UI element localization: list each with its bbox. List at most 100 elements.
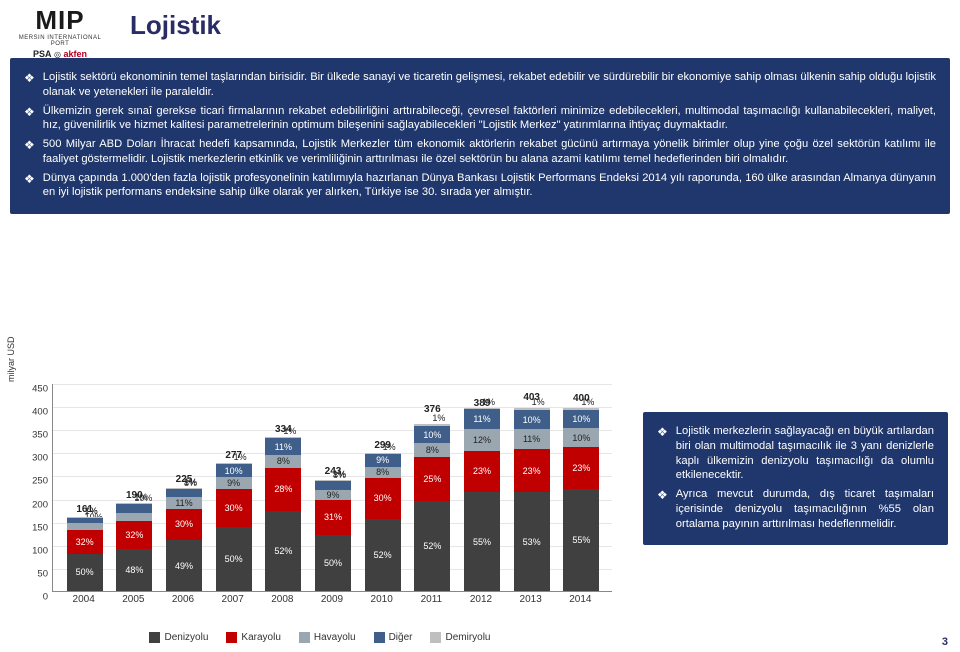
chart-ytick: 300: [30, 453, 48, 464]
bullet-text: Dünya çapında 1.000'den fazla lojistik p…: [43, 171, 936, 201]
chart-segment-hava: 10%: [67, 523, 103, 530]
chart-segment-label: 55%: [464, 538, 500, 547]
chart-segment-label: 8%: [365, 468, 401, 477]
main-text-box: ❖ Lojistik sektörü ekonominin temel taşla…: [10, 58, 950, 214]
chart-segment-label: 9%: [216, 479, 252, 488]
chart-xtick: 2010: [371, 594, 393, 605]
legend-swatch: [374, 632, 385, 643]
bullet-icon: ❖: [24, 105, 35, 121]
chart-segment-label: 32%: [67, 538, 103, 547]
chart-segment-label: 52%: [265, 547, 301, 556]
legend-label: Demiryolu: [445, 632, 490, 643]
chart-ytick: 0: [30, 592, 48, 603]
chart-legend: DenizyoluKarayoluHavayoluDiğerDemiryolu: [10, 632, 630, 643]
chart-segment-label: 53%: [514, 538, 550, 547]
chart-total-label: 400: [563, 393, 599, 404]
chart-xtick: 2011: [421, 594, 443, 605]
chart-segment-kara: 23%: [514, 449, 550, 492]
main-bullet: ❖500 Milyar ABD Doları İhracat hedefi ka…: [24, 137, 936, 167]
chart-segment-diger: 10%: [414, 426, 450, 443]
legend-label: Diğer: [389, 632, 413, 643]
chart-segment-kara: 25%: [414, 457, 450, 500]
chart-segment-diger: 11%: [464, 409, 500, 429]
chart-segment-hava: 9%: [116, 513, 152, 521]
chart-total-label: 389: [464, 398, 500, 409]
legend-label: Denizyolu: [164, 632, 208, 643]
legend-swatch: [226, 632, 237, 643]
chart-segment-kara: 30%: [216, 489, 252, 527]
chart-total-label: 225: [166, 474, 202, 485]
chart-segment-label: 48%: [116, 566, 152, 575]
page-title: Lojistik: [130, 10, 221, 41]
legend-label: Karayolu: [241, 632, 280, 643]
chart-total-label: 334: [265, 424, 301, 435]
brand-logo: MIP MERSIN INTERNATIONAL PORT PSA ◎ akfe…: [10, 6, 110, 60]
chart-segment-label: 32%: [116, 531, 152, 540]
chart-segment-hava: 9%: [315, 490, 351, 500]
chart-xtick: 2007: [222, 594, 244, 605]
legend-item-deniz: Denizyolu: [149, 632, 208, 643]
bullet-text: 500 Milyar ABD Doları İhracat hedefi kap…: [43, 137, 936, 167]
chart-ytick: 400: [30, 407, 48, 418]
chart-segment-label: 31%: [315, 513, 351, 522]
chart-segment-label: 11%: [265, 443, 301, 452]
page-number: 3: [942, 636, 948, 648]
bullet-icon: ❖: [24, 71, 35, 87]
chart-total-label: 403: [514, 392, 550, 403]
bullet-text: Lojistik sektörü ekonominin temel taşlar…: [43, 70, 936, 100]
chart-xtick: 2012: [470, 594, 492, 605]
main-bullet: ❖ Lojistik sektörü ekonominin temel taşla…: [24, 70, 936, 100]
chart-segment-label: 10%: [514, 416, 550, 425]
chart-segment-label: 10%: [216, 467, 252, 476]
chart-segment-diger: 7%: [67, 517, 103, 522]
chart-segment-label: 30%: [216, 504, 252, 513]
chart-segment-label: 30%: [166, 520, 202, 529]
legend-swatch: [430, 632, 441, 643]
chart-segment-kara: 32%: [67, 530, 103, 554]
logo-main: MIP: [10, 6, 110, 35]
chart-segment-label: 25%: [414, 475, 450, 484]
chart-segment-label: 11%: [464, 415, 500, 424]
chart-segment-deniz: 50%: [315, 535, 351, 591]
chart-segment-deniz: 55%: [563, 489, 599, 591]
bullet-icon: ❖: [24, 172, 35, 188]
chart-segment-label: 49%: [166, 562, 202, 571]
legend-item-diger: Diğer: [374, 632, 413, 643]
chart-segment-label: 52%: [365, 551, 401, 560]
legend-item-demir: Demiryolu: [430, 632, 490, 643]
chart-segment-demir: 1%: [67, 517, 103, 518]
main-bullet: ❖ Dünya çapında 1.000'den fazla lojistik …: [24, 171, 936, 201]
chart-segment-deniz: 50%: [216, 527, 252, 591]
chart-segment-hava: 8%: [265, 455, 301, 467]
chart-segment-hava: 12%: [464, 429, 500, 451]
chart-segment-deniz: 49%: [166, 540, 202, 591]
chart-xtick: 2006: [172, 594, 194, 605]
chart-segment-kara: 31%: [315, 500, 351, 535]
chart-ylabel: milyar USD: [6, 336, 16, 382]
chart-segment-label: 10%: [563, 415, 599, 424]
chart-segment-diger: 10%: [116, 504, 152, 513]
chart-xtick: 2014: [569, 594, 591, 605]
bullet-icon: ❖: [657, 488, 668, 504]
chart-ytick: 350: [30, 430, 48, 441]
chart-xtick: 2009: [321, 594, 343, 605]
chart-segment-kara: 30%: [166, 509, 202, 540]
chart-segment-label: 23%: [464, 467, 500, 476]
chart-plot: 50%32%10%7%1%16148%32%9%10%1%19049%30%11…: [52, 384, 612, 592]
chart-segment-kara: 32%: [116, 521, 152, 549]
chart-total-label: 376: [414, 404, 450, 415]
chart-ytick: 250: [30, 476, 48, 487]
chart-segment-diger: 8%: [315, 481, 351, 490]
chart-segment-label: 10%: [414, 431, 450, 440]
chart-xtick: 2005: [122, 594, 144, 605]
chart-segment-hava: 11%: [166, 497, 202, 508]
side-text-box: ❖Lojistik merkezlerin sağlayacağı en büy…: [643, 412, 948, 545]
chart-segment-label: 50%: [67, 568, 103, 577]
chart-segment-label: 10%: [563, 434, 599, 443]
chart-segment-label: 50%: [216, 555, 252, 564]
chart-segment-demir: 1%: [514, 408, 550, 410]
chart-total-label: 243: [315, 466, 351, 477]
chart-segment-label: 9%: [315, 491, 351, 500]
chart-segment-label: 23%: [514, 467, 550, 476]
chart-segment-kara: 23%: [563, 447, 599, 490]
